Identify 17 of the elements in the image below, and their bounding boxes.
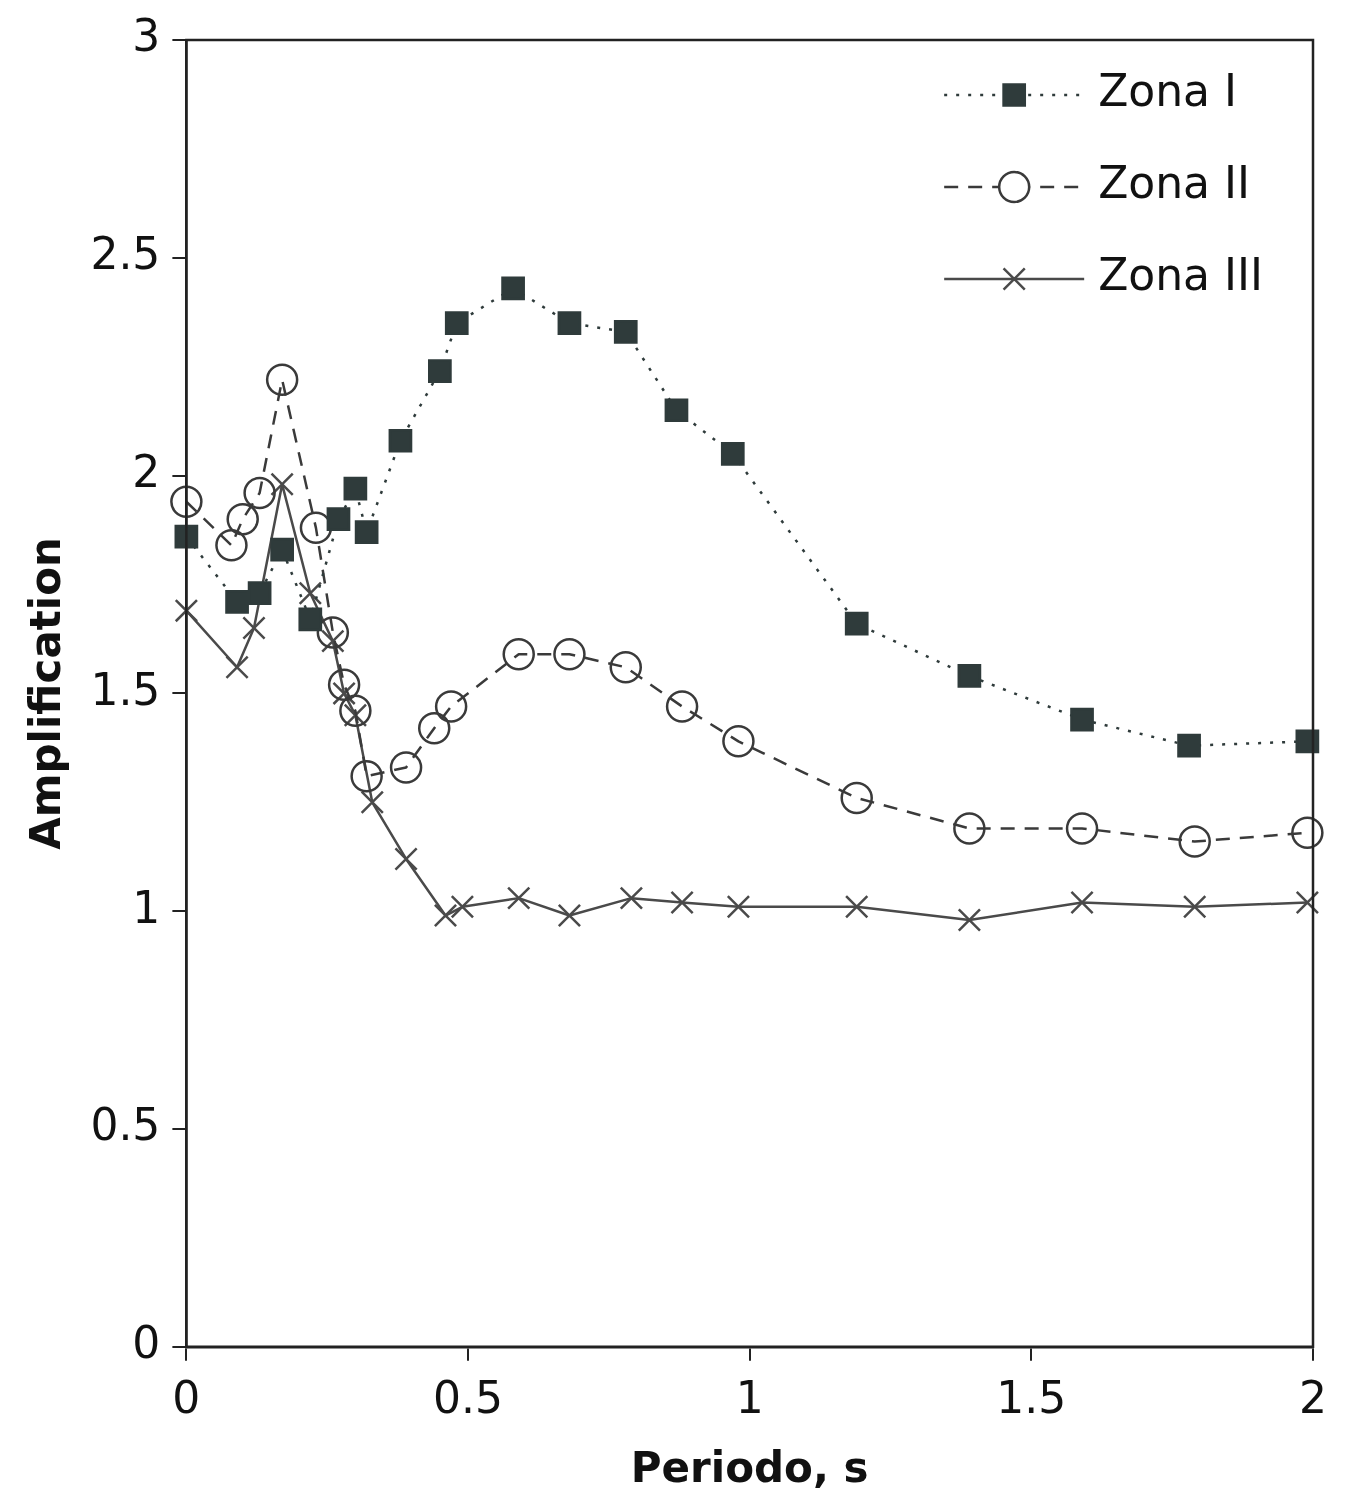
x-tick-label: 1 (735, 1371, 764, 1423)
legend-label: Zona I (1098, 65, 1238, 117)
x-tick-label: 1.5 (996, 1371, 1067, 1423)
y-tick-label: 2.5 (90, 228, 161, 280)
x-tick-label: 2 (1299, 1371, 1327, 1423)
y-tick-label: 1.5 (90, 663, 161, 715)
x-tick-label: 0.5 (433, 1371, 504, 1423)
legend-label: Zona II (1098, 157, 1251, 209)
x-tick-label: 0 (172, 1371, 201, 1423)
y-tick-label: 2 (132, 446, 161, 498)
legend-label: Zona III (1098, 249, 1263, 301)
x-axis-title: Periodo, s (630, 1442, 869, 1492)
y-axis-title: Amplification (21, 537, 71, 850)
y-tick-label: 0 (132, 1317, 161, 1369)
y-tick-label: 1 (132, 881, 161, 933)
y-tick-label: 3 (132, 10, 161, 62)
y-tick-label: 0.5 (90, 1099, 161, 1151)
